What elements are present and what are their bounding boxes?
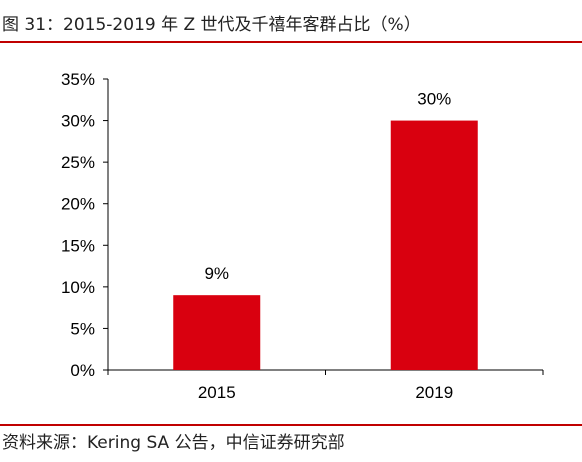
y-tick-label: 20%: [61, 195, 95, 214]
y-tick-label: 0%: [70, 361, 95, 380]
title-divider: [0, 41, 582, 43]
bar-value-label: 9%: [204, 264, 229, 283]
y-tick-label: 5%: [70, 319, 95, 338]
x-tick-label: 2019: [415, 383, 453, 402]
bar-value-label: 30%: [417, 90, 451, 109]
source-divider: [0, 424, 582, 426]
y-tick-label: 10%: [61, 278, 95, 297]
source-note: 资料来源：Kering SA 公告，中信证券研究部: [2, 433, 345, 453]
bars: 9% 30%: [173, 90, 478, 370]
y-axis: 0% 5% 10% 15% 20% 25% 30% 35%: [61, 70, 109, 380]
bar-2015: [173, 295, 261, 370]
x-axis: 2015 2019: [107, 369, 544, 402]
y-tick-label: 25%: [61, 153, 95, 172]
bar-2019: [390, 120, 478, 370]
x-tick-label: 2015: [198, 383, 236, 402]
y-tick-label: 35%: [61, 70, 95, 89]
y-tick-label: 30%: [61, 112, 95, 131]
y-tick-label: 15%: [61, 236, 95, 255]
bar-chart: 0% 5% 10% 15% 20% 25% 30% 35% 2015 2019 9% 30%: [61, 70, 544, 402]
figure-title: 图 31：2015-2019 年 Z 世代及千禧年客群占比（%）: [2, 15, 421, 35]
